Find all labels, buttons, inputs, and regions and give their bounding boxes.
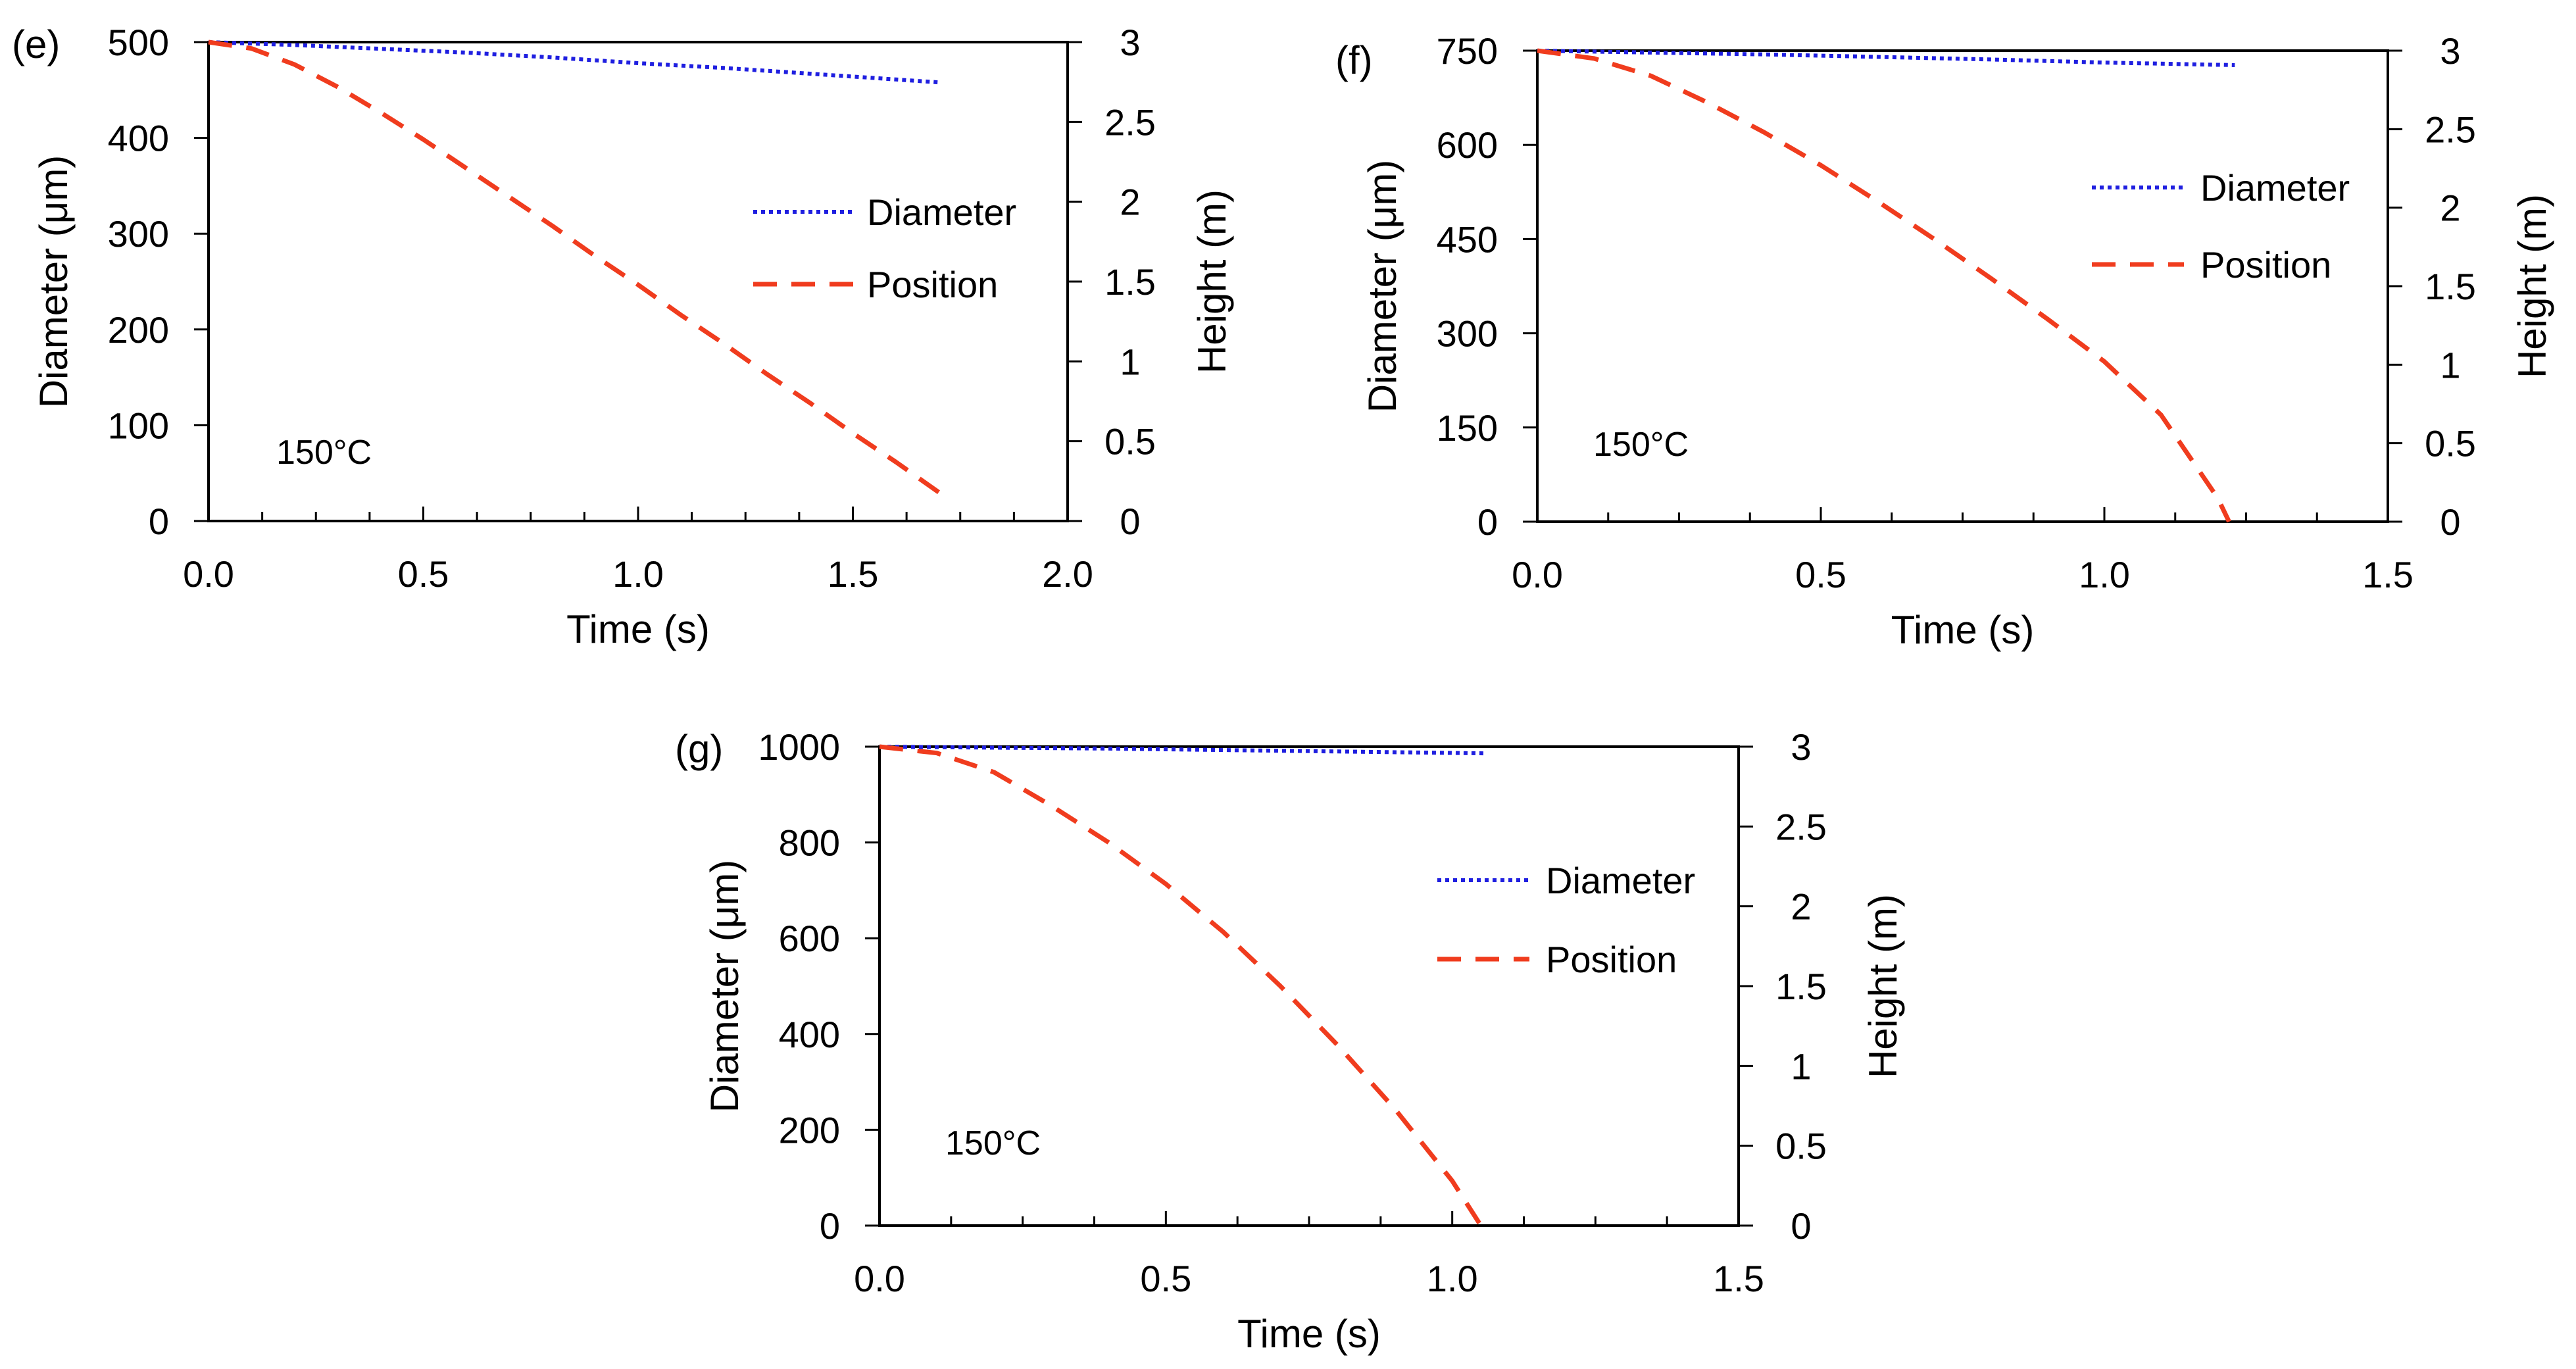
y-left-tick-label: 0 <box>820 1205 840 1247</box>
x-axis-title: Time (s) <box>1237 1312 1381 1356</box>
x-tick-label: 0.0 <box>854 1258 905 1299</box>
legend-label-position: Position <box>867 264 998 305</box>
y-right-axis-title: Height (m) <box>2510 194 2554 378</box>
y-left-tick-label: 1000 <box>758 726 840 768</box>
y-right-tick-label: 1.5 <box>1104 261 1156 303</box>
x-tick-label: 0.5 <box>398 553 449 595</box>
legend-label-diameter: Diameter <box>867 191 1016 233</box>
y-right-tick-label: 3 <box>1791 726 1811 768</box>
x-tick-label: 0.5 <box>1140 1258 1191 1299</box>
chart-panel: 0.0 0.5 1.0 1.5 2.0 0 100 200 300 400 500 0 0.5 1 1.5 2… <box>12 22 1234 651</box>
panel-label: (f) <box>1335 38 1373 82</box>
x-tick-label: 1.5 <box>1713 1258 1764 1299</box>
y-right-tick-label: 0.5 <box>1775 1126 1827 1167</box>
x-tick-label: 0.0 <box>183 553 234 595</box>
y-left-tick-label: 200 <box>108 309 169 351</box>
legend-label-position: Position <box>2200 244 2331 286</box>
x-axis-title: Time (s) <box>1891 608 2035 652</box>
legend-label-diameter: Diameter <box>2200 167 2350 209</box>
y-left-tick-label: 300 <box>1437 313 1498 355</box>
y-left-tick-label: 500 <box>108 22 169 63</box>
y-right-tick-label: 0 <box>2440 501 2460 543</box>
y-left-tick-label: 150 <box>1437 407 1498 449</box>
legend-label-position: Position <box>1546 939 1677 980</box>
x-tick-label: 1.0 <box>2079 554 2130 595</box>
y-right-tick-label: 1 <box>1791 1045 1811 1087</box>
y-right-tick-label: 2.5 <box>1775 806 1827 847</box>
y-right-tick-label: 0.5 <box>2425 423 2476 464</box>
x-axis-title: Time (s) <box>566 607 710 651</box>
y-right-tick-label: 3 <box>2440 30 2460 72</box>
temperature-annotation: 150°C <box>1593 426 1689 464</box>
y-left-tick-label: 0 <box>149 501 169 542</box>
y-left-tick-label: 450 <box>1437 218 1498 260</box>
y-left-tick-label: 600 <box>1437 124 1498 166</box>
y-left-tick-label: 100 <box>108 405 169 446</box>
series-line-diameter <box>1537 49 2235 67</box>
y-left-tick-label: 600 <box>779 918 840 959</box>
y-right-tick-label: 1 <box>1120 341 1140 382</box>
series-line-position <box>879 744 1483 1227</box>
chart-panel: 0.0 0.5 1.0 1.5 0 200 400 600 800 1000 0 0.5 1 1.5 2 2.… <box>675 726 1905 1356</box>
y-left-axis-title: Diameter (μm) <box>703 860 747 1113</box>
y-left-tick-label: 800 <box>779 822 840 864</box>
y-right-tick-label: 2.5 <box>2425 109 2476 150</box>
y-right-tick-label: 1.5 <box>2425 266 2476 307</box>
x-tick-label: 1.0 <box>1427 1258 1478 1299</box>
y-right-tick-label: 2 <box>1120 182 1140 223</box>
y-right-tick-label: 2.5 <box>1104 101 1156 143</box>
y-right-tick-label: 0 <box>1120 501 1140 542</box>
y-right-axis-title: Height (m) <box>1190 189 1234 374</box>
y-left-tick-label: 750 <box>1437 30 1498 72</box>
temperature-annotation: 150°C <box>945 1124 1041 1162</box>
chart-panel: 0.0 0.5 1.0 1.5 0 150 300 450 600 750 0 0.5 1 1.5 2 2.5… <box>1335 30 2554 652</box>
x-tick-label: 0.5 <box>1795 554 1846 595</box>
x-tick-label: 0.0 <box>1512 554 1563 595</box>
series-line-position <box>208 39 941 495</box>
y-left-tick-label: 400 <box>108 118 169 159</box>
y-right-tick-label: 2 <box>1791 886 1811 928</box>
legend-label-diameter: Diameter <box>1546 860 1695 901</box>
panel-label: (g) <box>675 727 723 771</box>
x-tick-label: 1.5 <box>828 553 879 595</box>
y-right-tick-label: 2 <box>2440 187 2460 229</box>
series-line-diameter <box>879 745 1487 756</box>
series-line-diameter <box>208 40 939 85</box>
series-line-position <box>1537 48 2231 523</box>
y-left-axis-title: Diameter (μm) <box>1360 160 1404 413</box>
panel-label: (e) <box>12 22 60 66</box>
y-right-tick-label: 3 <box>1120 22 1140 63</box>
y-left-tick-label: 400 <box>779 1014 840 1055</box>
x-tick-label: 2.0 <box>1042 553 1093 595</box>
x-tick-label: 1.0 <box>612 553 664 595</box>
y-left-tick-label: 300 <box>108 213 169 255</box>
y-right-tick-label: 0 <box>1791 1205 1811 1247</box>
y-right-tick-label: 1.5 <box>1775 966 1827 1007</box>
y-left-tick-label: 200 <box>779 1109 840 1151</box>
y-right-tick-label: 0.5 <box>1104 421 1156 462</box>
x-tick-label: 1.5 <box>2362 554 2414 595</box>
y-right-axis-title: Height (m) <box>1861 894 1905 1078</box>
y-left-axis-title: Diameter (μm) <box>32 155 76 409</box>
y-left-tick-label: 0 <box>1477 501 1498 543</box>
y-right-tick-label: 1 <box>2440 344 2460 386</box>
temperature-annotation: 150°C <box>276 434 372 472</box>
